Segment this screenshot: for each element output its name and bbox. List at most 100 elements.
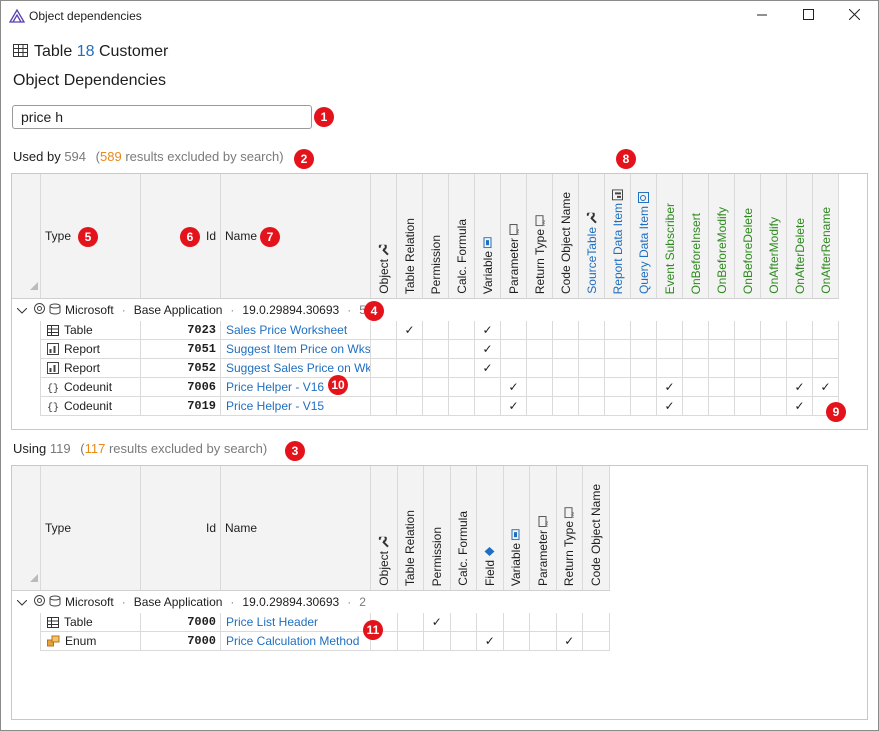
id-cell: 7051 xyxy=(141,340,221,359)
header-permission[interactable]: Permission xyxy=(424,466,451,590)
header-text: Permission xyxy=(429,526,444,586)
checkmark-icon: ✓ xyxy=(424,613,451,632)
check-cell xyxy=(371,378,397,397)
check-cell xyxy=(501,359,527,378)
svg-text:@: @ xyxy=(572,512,575,518)
type-label: Report xyxy=(64,361,101,375)
close-button[interactable] xyxy=(831,1,877,31)
header-name-label: Name xyxy=(225,521,258,535)
check-cell xyxy=(605,321,631,340)
object-link[interactable]: Price Calculation Method xyxy=(221,632,371,651)
group-app: Base Application xyxy=(133,595,223,609)
header-sourcetable[interactable]: SourceTable xyxy=(579,174,605,298)
variable-icon xyxy=(482,236,493,248)
group-publisher: Microsoft xyxy=(65,303,114,317)
callout-badge: 7 xyxy=(260,227,280,247)
header-id[interactable]: Id xyxy=(141,174,221,298)
header-onbeforemodify[interactable]: OnBeforeModify xyxy=(709,174,735,298)
header-parameter[interactable]: Parameter @ xyxy=(501,174,527,298)
check-cell xyxy=(631,321,657,340)
check-cell xyxy=(371,321,397,340)
parameter-icon: @ xyxy=(508,223,519,235)
header-code-object-name[interactable]: Code Object Name xyxy=(553,174,579,298)
title-bar: Object dependencies xyxy=(1,1,878,31)
header-text: Event Subscriber xyxy=(662,202,677,294)
header-onbeforeinsert[interactable]: OnBeforeInsert xyxy=(683,174,709,298)
header-type[interactable]: Type xyxy=(41,466,141,590)
header-calc-formula[interactable]: Calc. Formula xyxy=(449,174,475,298)
header-onbeforedelete[interactable]: OnBeforeDelete xyxy=(735,174,761,298)
svg-text:@: @ xyxy=(545,521,548,527)
check-cell xyxy=(631,359,657,378)
header-event-subscriber[interactable]: Event Subscriber xyxy=(657,174,683,298)
group-row[interactable]: Microsoft · Base Application · 19.0.29894.30… xyxy=(12,299,366,321)
header-permission-label: Permission xyxy=(429,235,443,294)
header-variable[interactable]: Variable xyxy=(504,466,530,590)
header-onaftermodify[interactable]: OnAfterModify xyxy=(761,174,787,298)
header-field[interactable]: Field xyxy=(477,466,504,590)
header-type[interactable]: Type xyxy=(41,174,141,298)
header-calc-formula[interactable]: Calc. Formula xyxy=(451,466,477,590)
header-onafterrename[interactable]: OnAfterRename xyxy=(813,174,839,298)
object-link[interactable]: Price Helper - V16 xyxy=(221,378,371,397)
header-text: Query Data Item xyxy=(636,205,651,294)
chevron-down-icon[interactable] xyxy=(16,595,28,609)
check-cell xyxy=(761,397,787,416)
header-report-data-item[interactable]: Report Data Item xyxy=(605,174,631,298)
object-link[interactable]: Sales Price Worksheet xyxy=(221,321,371,340)
check-cell xyxy=(449,378,475,397)
report-data-item-icon xyxy=(612,188,623,200)
header-return-type[interactable]: Return Type @ xyxy=(557,466,583,590)
object-name: Customer xyxy=(98,43,169,60)
object-icon xyxy=(378,537,389,549)
header-parameter[interactable]: Parameter @ xyxy=(530,466,557,590)
header-variable[interactable]: Variable xyxy=(475,174,501,298)
checkmark-icon: ✓ xyxy=(556,632,583,651)
header-object[interactable]: Object xyxy=(371,174,397,298)
object-link[interactable]: Suggest Item Price on Wksh. xyxy=(221,340,371,359)
used-by-label: Used by 594 (589 results excluded by sea… xyxy=(13,149,284,164)
minimize-button[interactable] xyxy=(739,1,785,31)
checkmark-icon: ✓ xyxy=(657,397,683,416)
search-input[interactable] xyxy=(12,105,312,129)
check-cell xyxy=(787,359,813,378)
header-text: SourceTable xyxy=(584,227,599,294)
group-row[interactable]: Microsoft · Base Application · 19.0.29894.30… xyxy=(12,591,366,613)
object-link[interactable]: Price Helper - V15 xyxy=(221,397,371,416)
header-name[interactable]: Name xyxy=(221,466,371,590)
header-table-relation[interactable]: Table Relation xyxy=(398,466,424,590)
check-cell xyxy=(579,321,605,340)
check-cell xyxy=(761,321,787,340)
publisher-icon xyxy=(33,594,46,610)
check-cell xyxy=(787,321,813,340)
header-text: Table Relation xyxy=(402,217,417,294)
header-id[interactable]: Id xyxy=(141,466,221,590)
publisher-icon xyxy=(33,302,46,318)
check-cell xyxy=(423,321,449,340)
header-onbeforeinsert-label: OnBeforeInsert xyxy=(689,213,703,294)
header-return-type[interactable]: Return Type @ xyxy=(527,174,553,298)
check-cell xyxy=(735,378,761,397)
check-cell xyxy=(631,397,657,416)
header-table-relation[interactable]: Table Relation xyxy=(397,174,423,298)
header-object[interactable]: Object xyxy=(371,466,398,590)
header-onafterdelete-label: OnAfterDelete xyxy=(793,218,807,294)
header-text: Parameter xyxy=(535,529,550,586)
row-gutter xyxy=(12,378,41,397)
used-by-grid[interactable]: Type Id Name Object Table Relation Permission… xyxy=(11,173,868,430)
check-cell xyxy=(813,321,839,340)
maximize-button[interactable] xyxy=(785,1,831,31)
header-code-object-name[interactable]: Code Object Name xyxy=(583,466,610,590)
header-text: Code Object Name xyxy=(588,483,603,586)
object-link[interactable]: Suggest Sales Price on Wksh. xyxy=(221,359,371,378)
using-grid[interactable]: Type Id Name Object Table Relation Permission… xyxy=(11,465,868,720)
header-name[interactable]: Name xyxy=(221,174,371,298)
header-query-data-item[interactable]: Query Data Item xyxy=(631,174,657,298)
enum-icon xyxy=(47,635,60,647)
chevron-down-icon[interactable] xyxy=(16,303,28,317)
header-permission[interactable]: Permission xyxy=(423,174,449,298)
header-id-label: Id xyxy=(205,229,216,243)
header-onbeforedelete-label: OnBeforeDelete xyxy=(741,208,755,294)
object-link[interactable]: Price List Header xyxy=(221,613,371,632)
header-onafterdelete[interactable]: OnAfterDelete xyxy=(787,174,813,298)
